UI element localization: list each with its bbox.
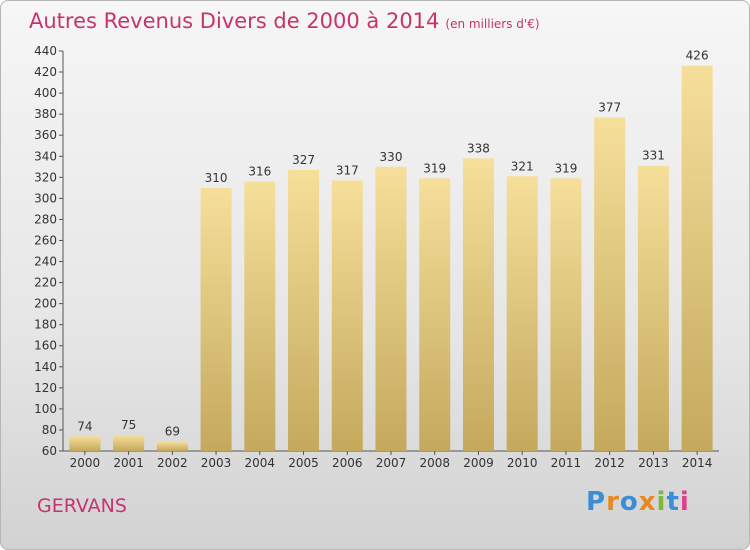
y-tick-label: 440 bbox=[34, 44, 57, 58]
data-label: 316 bbox=[248, 165, 271, 179]
data-label: 338 bbox=[467, 141, 490, 155]
y-tick-label: 360 bbox=[34, 128, 57, 142]
x-tick-label: 2004 bbox=[245, 456, 276, 470]
y-tick-label: 240 bbox=[34, 255, 57, 269]
chart-title-text: Autres Revenus Divers de 2000 à 2014 bbox=[29, 9, 440, 33]
bar bbox=[200, 187, 232, 451]
y-tick-label: 120 bbox=[34, 381, 57, 395]
bar bbox=[113, 435, 145, 451]
data-label: 319 bbox=[554, 161, 577, 175]
x-tick-label: 2005 bbox=[288, 456, 319, 470]
y-tick-label: 320 bbox=[34, 170, 57, 184]
y-tick-label: 400 bbox=[34, 86, 57, 100]
y-tick-label: 140 bbox=[34, 360, 57, 374]
data-labels: 74 75 69 310 316 327 317 330 319 338 321 319 377 331 4… bbox=[77, 49, 708, 439]
bar bbox=[156, 441, 188, 451]
x-tick-label: 2001 bbox=[113, 456, 144, 470]
x-tick-label: 2007 bbox=[376, 456, 407, 470]
y-tick-label: 160 bbox=[34, 339, 57, 353]
bar bbox=[331, 180, 363, 451]
bar bbox=[244, 181, 276, 452]
y-tick-label: 300 bbox=[34, 191, 57, 205]
data-label: 321 bbox=[511, 159, 534, 173]
chart-unit: (en milliers d'€) bbox=[445, 17, 540, 31]
data-label: 310 bbox=[205, 171, 228, 185]
logo-letter: x bbox=[638, 487, 657, 517]
logo-letter: r bbox=[606, 487, 620, 517]
data-label: 426 bbox=[686, 49, 709, 63]
y-tick-label: 340 bbox=[34, 149, 57, 163]
data-label: 331 bbox=[642, 149, 665, 163]
logo-letter: o bbox=[619, 487, 639, 517]
bar bbox=[375, 166, 407, 451]
logo-letter: i bbox=[679, 487, 690, 517]
y-tick-label: 380 bbox=[34, 107, 57, 121]
x-tick-label: 2003 bbox=[201, 456, 232, 470]
y-tick-label: 420 bbox=[34, 65, 57, 79]
bar bbox=[637, 165, 669, 451]
place-name: GERVANS bbox=[37, 495, 127, 517]
data-label: 75 bbox=[121, 418, 136, 432]
bar bbox=[506, 176, 538, 451]
x-tick-label: 2008 bbox=[419, 456, 450, 470]
y-tick-label: 280 bbox=[34, 212, 57, 226]
x-tick-label: 2010 bbox=[507, 456, 538, 470]
data-label: 377 bbox=[598, 100, 621, 114]
x-tick-label: 2013 bbox=[638, 456, 669, 470]
data-label: 317 bbox=[336, 163, 359, 177]
logo-letter: P bbox=[586, 487, 607, 517]
y-tick-label: 200 bbox=[34, 297, 57, 311]
data-label: 69 bbox=[165, 425, 180, 439]
bar bbox=[594, 117, 626, 451]
y-tick-label: 260 bbox=[34, 233, 57, 247]
x-tick-label: 2006 bbox=[332, 456, 363, 470]
bar bbox=[69, 436, 101, 451]
y-tick-label: 60 bbox=[42, 444, 57, 458]
bar bbox=[419, 178, 451, 452]
y-tick-label: 80 bbox=[42, 423, 57, 437]
y-tick-label: 100 bbox=[34, 402, 57, 416]
y-tick-label: 220 bbox=[34, 276, 57, 290]
data-label: 330 bbox=[380, 150, 403, 164]
y-tick-label: 180 bbox=[34, 318, 57, 332]
x-tick-label: 2011 bbox=[551, 456, 582, 470]
x-tick-label: 2014 bbox=[682, 456, 713, 470]
chart-title: Autres Revenus Divers de 2000 à 2014 (en … bbox=[29, 9, 540, 33]
proxiti-logo: Proxiti bbox=[586, 487, 690, 517]
bar bbox=[288, 169, 320, 451]
axes: 60 80 100 120 140 160 180 200 220 240 260 280 300 320… bbox=[34, 44, 719, 470]
data-label: 319 bbox=[423, 161, 446, 175]
x-tick-label: 2012 bbox=[594, 456, 625, 470]
logo-letter: i bbox=[656, 487, 667, 517]
logo-letter: t bbox=[666, 487, 680, 517]
x-tick-label: 2009 bbox=[463, 456, 494, 470]
x-tick-label: 2002 bbox=[157, 456, 188, 470]
bar bbox=[550, 178, 582, 452]
x-tick-label: 2000 bbox=[70, 456, 101, 470]
bars bbox=[69, 65, 713, 452]
data-label: 327 bbox=[292, 153, 315, 167]
bar bbox=[681, 65, 713, 451]
bar bbox=[462, 158, 494, 452]
data-label: 74 bbox=[77, 419, 92, 433]
